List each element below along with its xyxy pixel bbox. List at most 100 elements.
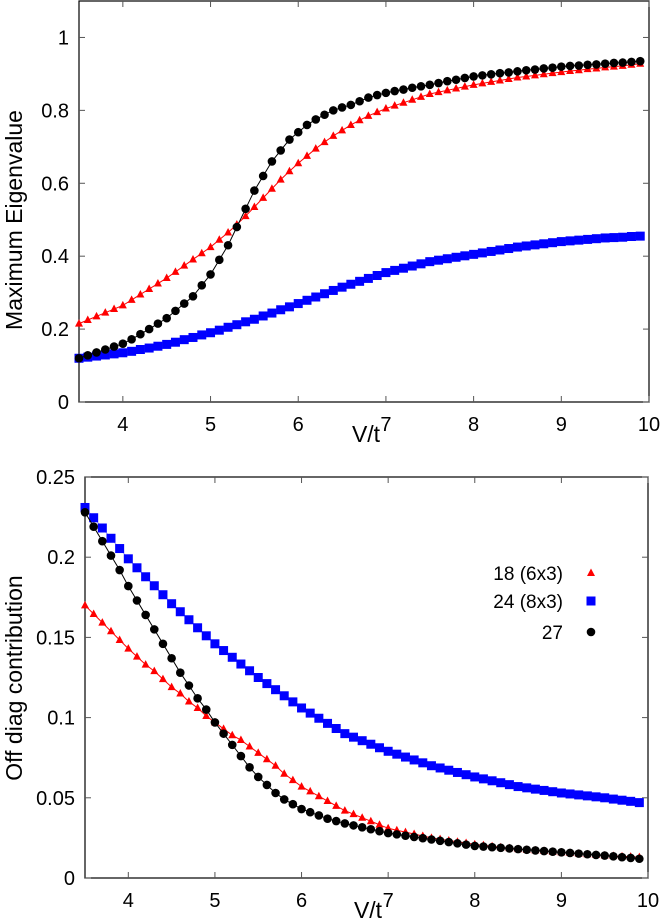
data-point [193, 623, 203, 633]
x-tick-label: 4 [123, 890, 134, 912]
data-point [634, 798, 644, 808]
data-point [495, 75, 504, 84]
data-point [132, 563, 142, 573]
data-point [101, 308, 110, 316]
y-tick-label: 0.05 [36, 788, 75, 810]
data-point [279, 691, 289, 701]
data-point [496, 778, 506, 788]
data-point [74, 353, 84, 363]
x-tick-label: 10 [638, 414, 660, 436]
data-point [236, 735, 245, 744]
data-point [83, 315, 92, 323]
data-point [258, 171, 268, 181]
data-point [539, 846, 549, 856]
data-point [486, 69, 496, 79]
data-point [416, 259, 426, 269]
legend-label-27: 27 [542, 623, 563, 644]
data-point [328, 285, 338, 295]
series-circle [80, 507, 644, 864]
data-point [627, 57, 636, 67]
data-point [435, 836, 445, 846]
data-point [521, 65, 531, 75]
data-point [97, 523, 107, 533]
data-point [617, 852, 627, 862]
y-tick-label: 0 [64, 868, 75, 890]
top-chart-max-eigenvalue: Maximum Eigenvalue V/t 4 5 6 7 8 9 10 0 0.2 0.4 0.… [1, 0, 660, 447]
data-point [504, 244, 514, 254]
data-point [303, 151, 311, 159]
data-point [176, 689, 185, 697]
data-point [288, 799, 298, 809]
data-point [141, 660, 150, 668]
data-point [279, 795, 289, 804]
data-point [149, 625, 159, 634]
data-point [110, 304, 119, 313]
data-point [566, 66, 575, 74]
data-point [305, 807, 315, 817]
data-point [311, 115, 321, 124]
data-point [617, 795, 627, 805]
data-point [418, 833, 428, 843]
data-point [197, 330, 207, 340]
data-point [323, 814, 332, 823]
data-point [635, 854, 644, 864]
data-point [250, 186, 259, 195]
data-point [215, 235, 224, 243]
series-square [74, 231, 645, 363]
data-point [522, 845, 532, 855]
data-point [390, 86, 399, 96]
data-point [297, 703, 307, 713]
data-point [375, 826, 384, 836]
data-point [487, 77, 496, 85]
data-point [583, 60, 592, 70]
data-point [530, 65, 540, 74]
data-point [80, 502, 90, 512]
x-tick-label: 10 [637, 890, 659, 912]
y-tick-label: 0.1 [47, 708, 75, 730]
data-point [132, 652, 141, 660]
data-point [305, 708, 315, 718]
data-point [381, 268, 391, 278]
data-point [574, 790, 584, 800]
data-point [565, 61, 575, 71]
data-point [530, 784, 540, 794]
data-point [618, 232, 628, 242]
data-point [193, 703, 202, 711]
data-point [373, 107, 382, 116]
data-point [609, 233, 619, 243]
data-point [583, 849, 592, 859]
data-point [124, 581, 133, 591]
data-point [118, 348, 128, 358]
data-point [118, 339, 128, 348]
data-point [512, 242, 522, 252]
data-point [340, 819, 350, 828]
legend: 18 (6x3) 24 (8x3) 27 [493, 564, 596, 644]
data-point [250, 202, 259, 210]
data-point [249, 314, 259, 324]
data-point [329, 106, 338, 115]
data-point [366, 816, 375, 825]
data-point [293, 127, 303, 137]
y-axis-label: Off diag contribution [1, 575, 27, 780]
data-point [487, 842, 497, 852]
data-point [167, 599, 177, 609]
data-point [363, 273, 373, 283]
data-point [153, 279, 162, 287]
data-point [80, 507, 90, 517]
data-point [479, 842, 488, 851]
data-point [477, 248, 487, 258]
data-point [338, 125, 347, 134]
data-point [383, 828, 393, 838]
data-point [124, 644, 133, 652]
data-point [267, 308, 277, 318]
data-point [548, 238, 558, 248]
data-point [608, 794, 618, 804]
data-point [271, 761, 280, 769]
x-tick-label: 6 [293, 414, 304, 436]
data-point [600, 793, 610, 803]
data-point [451, 252, 461, 262]
data-point [314, 811, 324, 820]
x-tick-label: 6 [296, 890, 307, 912]
data-point [158, 639, 168, 649]
